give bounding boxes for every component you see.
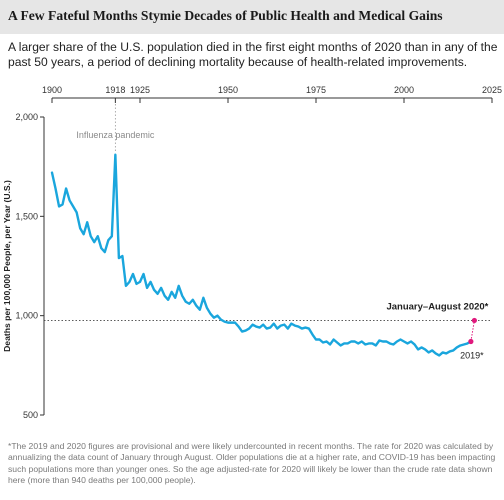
x-tick-label: 1950 [218,85,238,95]
y-tick-label: 1,500 [15,211,38,221]
series-line [50,153,473,357]
annotation-influenza-pandemic: Influenza pandemic [76,130,155,140]
x-tick-label: 2000 [394,85,414,95]
chart-subtitle: A larger share of the U.S. population di… [8,40,498,69]
x-tick-label: 1918 [105,85,125,95]
title-bar [0,0,504,34]
mortality-line-chart: 1900 1918 1925 1950 1975 2000 2025 500 1,000 1,50… [2,85,502,420]
x-tick-label: 2025 [482,85,502,95]
x-tick-label: 1975 [306,85,326,95]
chart-title: A Few Fateful Months Stymie Decades of P… [8,8,443,23]
label-2020: January–August 2020* [386,301,488,312]
y-tick-label: 500 [23,410,38,420]
x-tick-label: 1925 [130,85,150,95]
marker-connector [470,320,475,342]
point-2020 [471,317,477,324]
x-tick-label: 1900 [42,85,62,95]
chart-marks [50,153,477,357]
chart-labels: Deaths per 100,000 People, per Year (U.S… [2,130,489,361]
y-tick-label: 2,000 [15,112,38,122]
point-2019 [468,338,474,345]
axes: 1900 1918 1925 1950 1975 2000 2025 500 1,000 1,50… [15,85,502,420]
footnote: *The 2019 and 2020 figures are provision… [8,441,496,485]
y-axis-title: Deaths per 100,000 People, per Year (U.S… [2,180,12,352]
label-2019: 2019* [460,350,484,360]
y-tick-label: 1,000 [15,311,38,321]
